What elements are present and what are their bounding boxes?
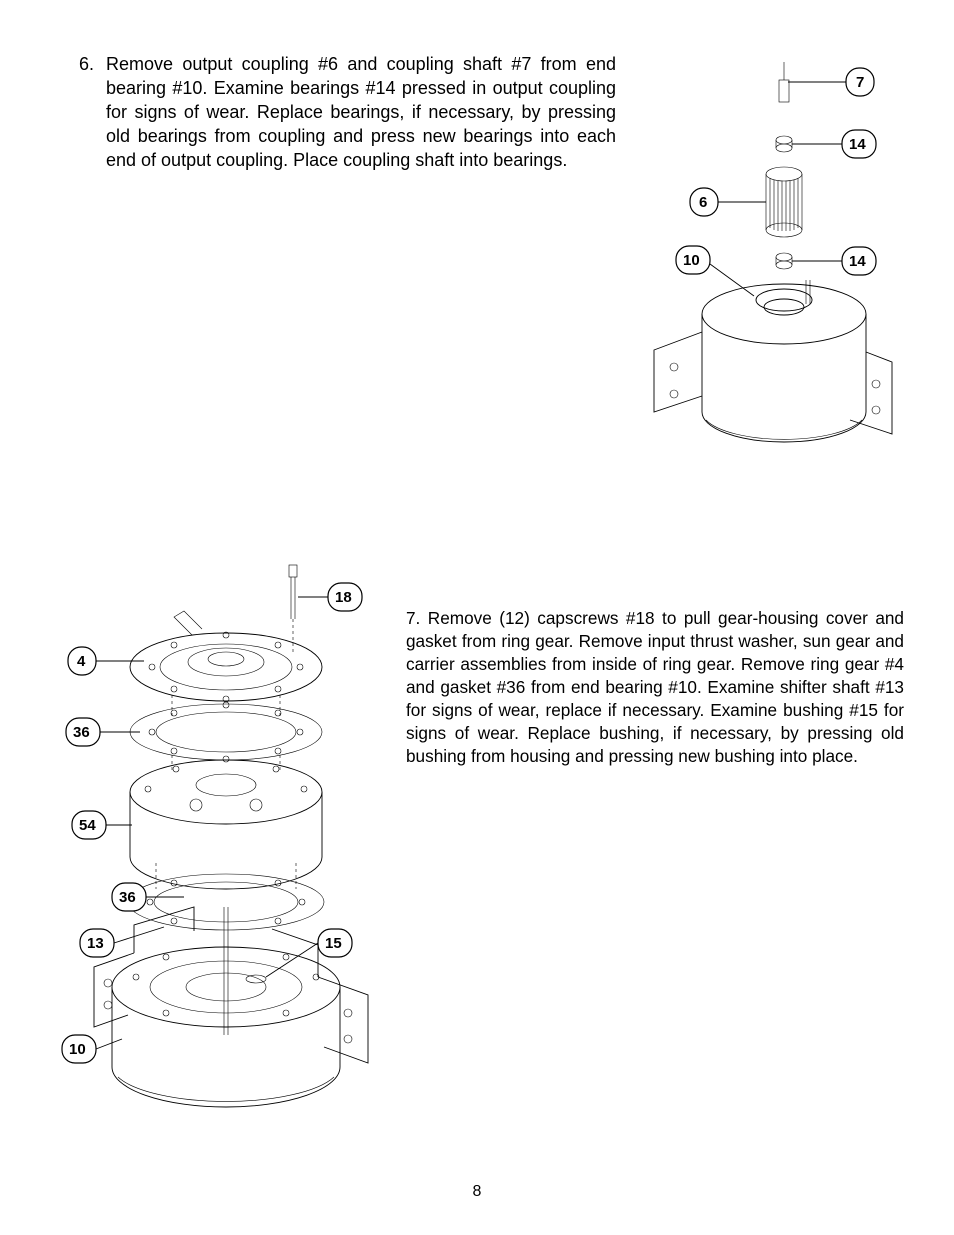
callout-4: 4	[77, 653, 86, 670]
step-6-number: 6.	[56, 52, 106, 173]
callout-14a: 14	[849, 136, 866, 153]
callout-36a: 36	[73, 724, 90, 741]
step-7-row: 18 4 36 54 36 13	[56, 557, 904, 1152]
callout-10: 10	[683, 252, 700, 269]
callout-10b: 10	[69, 1041, 86, 1058]
step-6-body: Remove output coupling #6 and coupling s…	[106, 52, 616, 173]
callout-18: 18	[335, 589, 352, 606]
callout-54: 54	[79, 817, 96, 834]
callout-15: 15	[325, 935, 342, 952]
figure-1-svg: 7 14 6 10 14	[636, 52, 906, 482]
document-page: 6. Remove output coupling #6 and couplin…	[0, 0, 954, 1235]
callout-14b: 14	[849, 253, 866, 270]
step-6-text-block: 6. Remove output coupling #6 and couplin…	[56, 52, 616, 173]
step-6-row: 6. Remove output coupling #6 and couplin…	[56, 52, 904, 487]
figure-2: 18 4 36 54 36 13	[56, 557, 386, 1152]
figure-2-svg: 18 4 36 54 36 13	[56, 557, 386, 1147]
step-7-text: 7. Remove (12) capscrews #18 to pull gea…	[406, 557, 904, 768]
callout-7: 7	[856, 74, 864, 91]
callout-36b: 36	[119, 889, 136, 906]
callout-13: 13	[87, 935, 104, 952]
callout-6: 6	[699, 194, 707, 211]
figure-1: 7 14 6 10 14	[636, 52, 906, 487]
page-number: 8	[0, 1183, 954, 1201]
